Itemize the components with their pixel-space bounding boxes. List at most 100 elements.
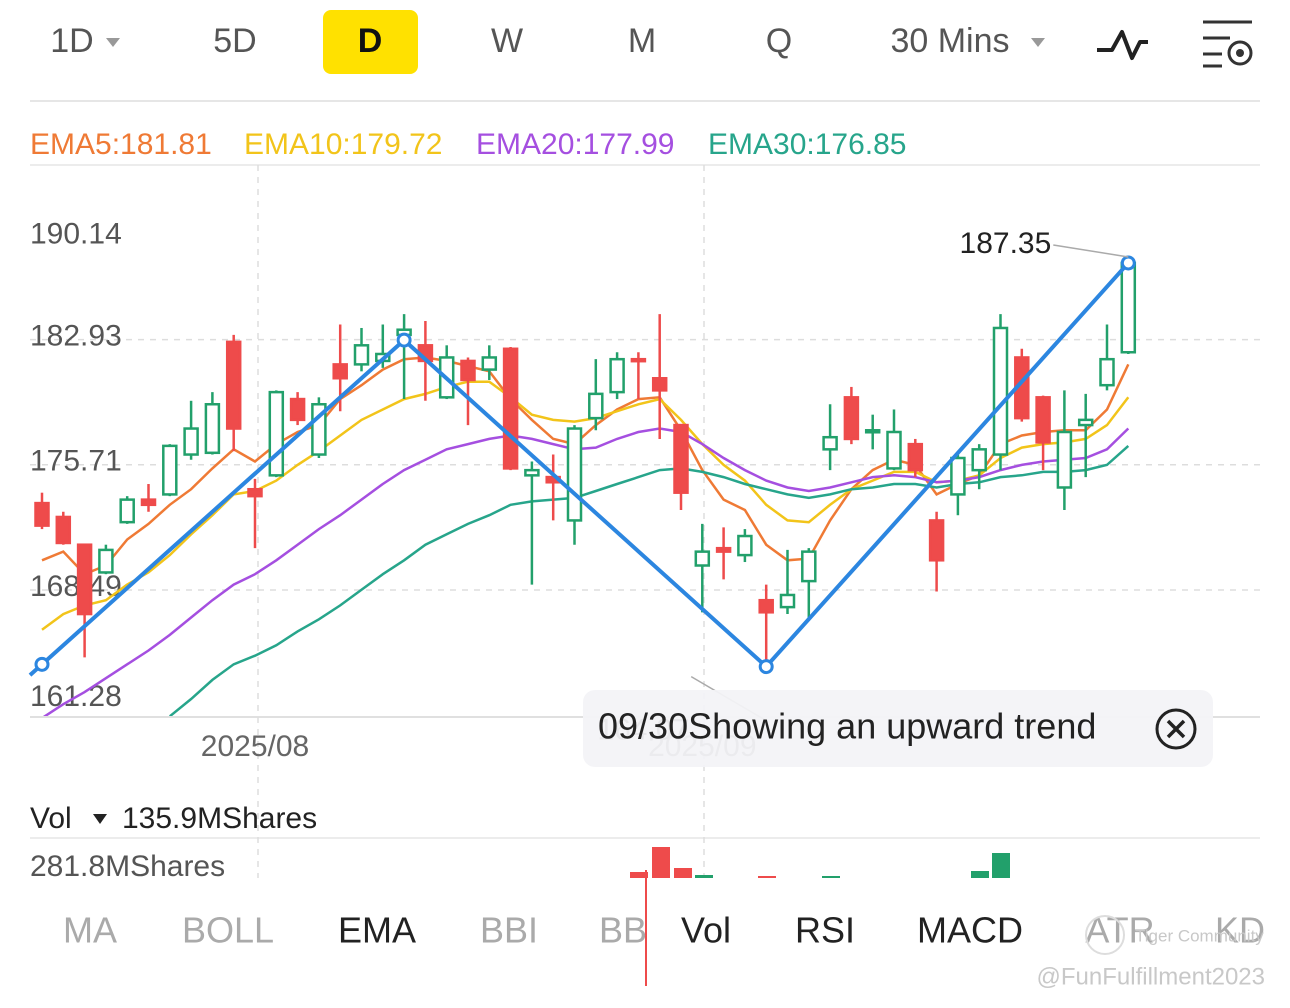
dropdown-arrow — [93, 814, 107, 824]
candle-body — [460, 359, 476, 382]
y-tick-label: 190.14 — [30, 218, 122, 251]
candle-body — [183, 427, 199, 456]
period-tab[interactable]: W — [491, 22, 523, 60]
indicator-tab[interactable]: EMA — [338, 910, 416, 951]
watermark-user: @FunFulfillment2023 — [1037, 963, 1265, 990]
candle-body — [673, 423, 689, 494]
label-leader — [1053, 244, 1129, 258]
candle-body — [609, 357, 625, 394]
candle-body — [140, 498, 157, 507]
candle-body — [630, 357, 647, 363]
ema-line — [169, 444, 1130, 716]
candle-body — [928, 519, 945, 562]
candle-body — [98, 548, 114, 574]
candle-body — [289, 397, 306, 422]
candle-body — [864, 429, 881, 434]
dropdown-arrow — [106, 38, 120, 47]
x-tick-label: 2025/08 — [201, 730, 309, 763]
volume-bar — [992, 853, 1010, 878]
legend-entry: EMA10:179.72 — [244, 128, 442, 161]
candle-body — [715, 546, 732, 553]
value-label: 187.35 — [960, 227, 1052, 260]
close-x — [1166, 719, 1186, 739]
candle-body — [588, 392, 604, 420]
watermark-logo — [1085, 915, 1125, 955]
candle-body — [1120, 261, 1137, 354]
volume-label[interactable]: Vol — [30, 802, 72, 835]
candle-body — [801, 550, 817, 583]
candle-body — [1099, 357, 1115, 387]
trend-vertex — [1120, 255, 1136, 271]
trend-vertex — [758, 659, 774, 675]
ema-line — [42, 427, 1130, 716]
tab-highlight — [323, 10, 418, 74]
candle-body — [225, 340, 242, 430]
period-tab[interactable]: 5D — [213, 22, 256, 60]
candle-body — [76, 543, 93, 616]
candle-body — [119, 498, 135, 524]
period-tab[interactable]: 30 Mins — [890, 22, 1009, 60]
candle-body — [268, 390, 285, 477]
candle-body — [843, 396, 860, 441]
period-tab[interactable]: D — [358, 22, 383, 60]
indicator-tab[interactable]: KD — [1215, 910, 1265, 951]
candle-body — [694, 550, 711, 567]
indicator-tab[interactable]: MACD — [917, 910, 1023, 951]
candle-body — [55, 515, 72, 545]
volume-bar — [971, 871, 989, 878]
candle-body — [34, 501, 50, 527]
close-ring — [1155, 708, 1197, 750]
volume-bar — [758, 876, 776, 878]
volume-bar — [695, 875, 713, 878]
candle-body — [162, 444, 178, 496]
y-tick-label: 175.71 — [30, 445, 122, 478]
candle-body — [950, 456, 966, 496]
candle-body — [992, 326, 1009, 456]
volume-bar — [822, 876, 840, 878]
candle-body — [353, 344, 370, 366]
y-tick-label: 168.49 — [30, 570, 122, 603]
tooltip-close[interactable] — [1155, 708, 1197, 750]
legend-entry: EMA30:176.85 — [708, 128, 906, 161]
candle-body — [886, 430, 902, 470]
period-tab[interactable]: 1D — [50, 22, 93, 60]
volume-bar — [674, 868, 692, 878]
candle-body — [1035, 396, 1051, 444]
indicator-tab[interactable]: BBI — [480, 910, 538, 951]
candle-body — [822, 435, 838, 451]
tooltip-text: 09/30Showing an upward trend — [598, 706, 1096, 747]
indicator-tab[interactable]: ATR — [1085, 910, 1154, 951]
watermark-brand: Tiger Community — [1135, 926, 1264, 945]
period-tab[interactable]: Q — [766, 22, 792, 60]
candle-body — [204, 403, 221, 455]
candle-body — [481, 356, 498, 371]
candle-body — [247, 487, 263, 498]
period-tab[interactable]: M — [628, 22, 656, 60]
indicator-icon[interactable] — [1097, 30, 1148, 60]
indicator-tab[interactable]: Vol — [681, 910, 731, 951]
indicator-tab[interactable]: RSI — [795, 910, 855, 951]
plot-area — [34, 261, 1137, 716]
tooltip-box — [583, 690, 1213, 767]
trend-vertex — [396, 332, 412, 348]
indicator-tab[interactable]: MA — [63, 910, 117, 951]
trend-vertex — [34, 656, 50, 672]
volume-bar — [630, 872, 648, 878]
candle-body — [779, 593, 796, 609]
candle-body — [758, 598, 774, 614]
legend-entry: EMA5:181.81 — [30, 128, 212, 161]
candle-body — [971, 448, 987, 472]
settings-icon[interactable] — [1203, 20, 1253, 68]
volume-current: 135.9MShares — [122, 802, 317, 835]
candle-body — [737, 534, 753, 557]
candle-body — [651, 377, 668, 392]
dropdown-arrow — [1031, 38, 1045, 47]
volume-bar — [652, 847, 670, 878]
candle-body — [1077, 418, 1094, 427]
indicator-tab[interactable]: BOLL — [182, 910, 274, 951]
candle-body — [332, 363, 348, 380]
y-tick-label: 182.93 — [30, 320, 122, 353]
indicator-tab[interactable]: BB — [599, 910, 647, 951]
